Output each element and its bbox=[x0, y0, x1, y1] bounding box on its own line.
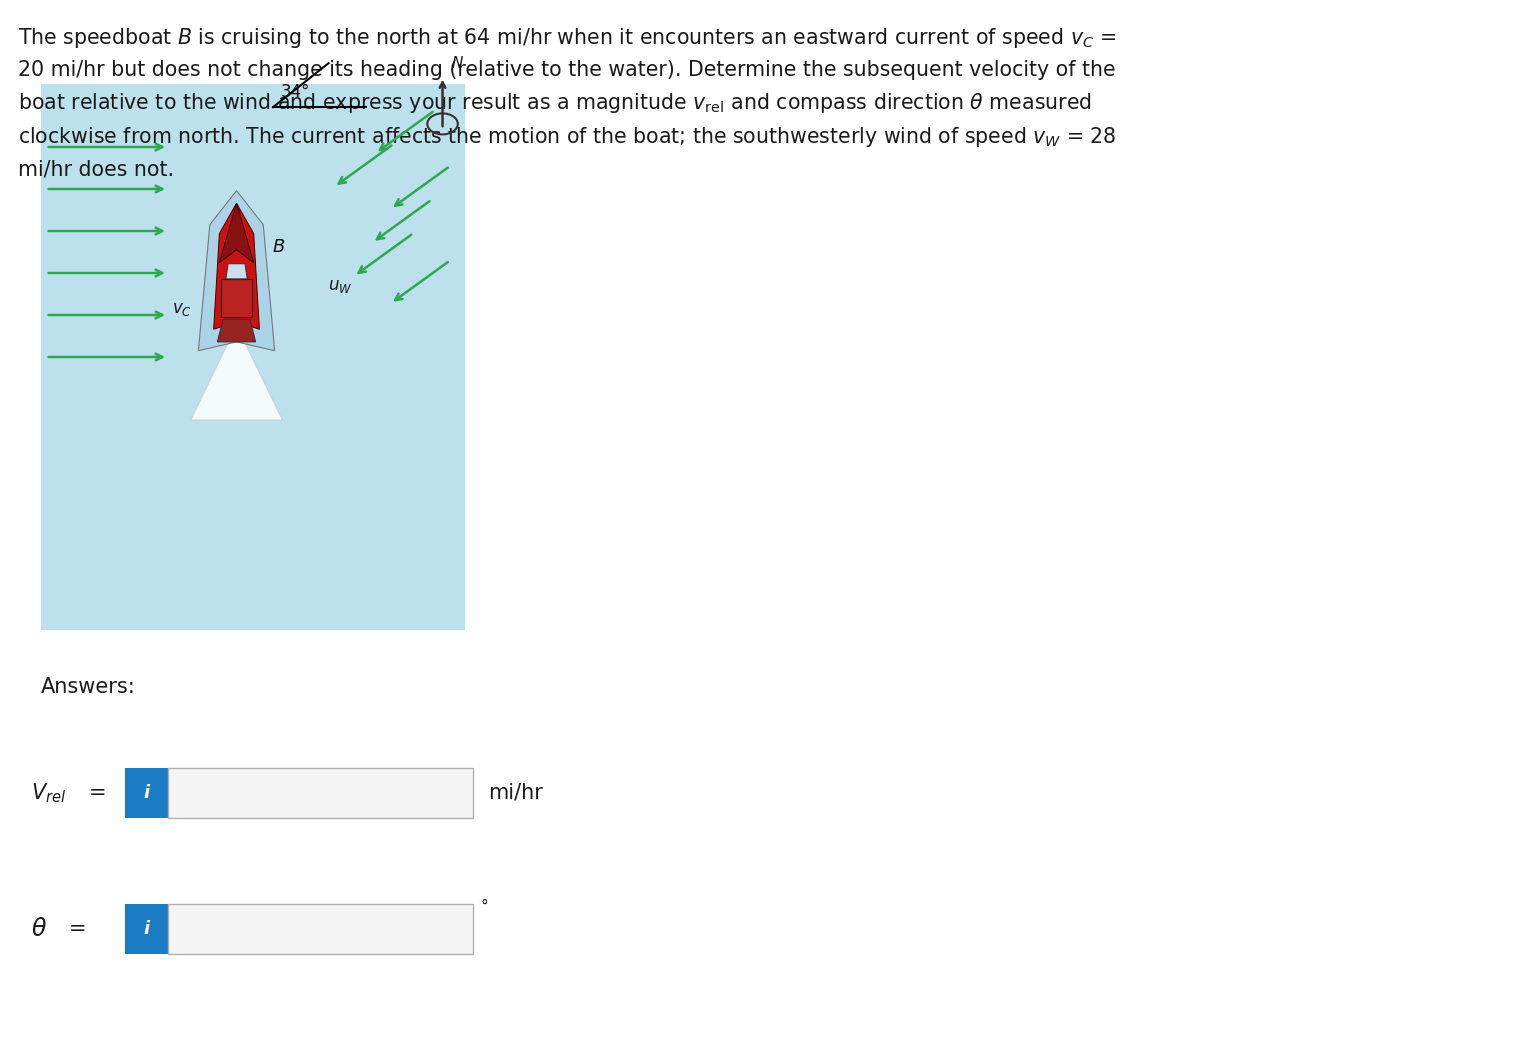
Text: mi/hr: mi/hr bbox=[488, 782, 543, 803]
Text: =: = bbox=[89, 782, 107, 803]
Polygon shape bbox=[226, 264, 247, 279]
Text: $V_{rel}$: $V_{rel}$ bbox=[31, 781, 66, 804]
FancyBboxPatch shape bbox=[125, 904, 168, 954]
Text: 34°: 34° bbox=[281, 83, 310, 101]
Polygon shape bbox=[217, 319, 256, 342]
Polygon shape bbox=[214, 204, 259, 330]
Bar bbox=[41, 84, 465, 630]
Text: $u_W$: $u_W$ bbox=[328, 276, 353, 295]
Text: Answers:: Answers: bbox=[41, 677, 136, 697]
Text: $B$: $B$ bbox=[272, 237, 285, 256]
Polygon shape bbox=[198, 191, 275, 351]
FancyBboxPatch shape bbox=[125, 768, 168, 818]
Polygon shape bbox=[220, 204, 253, 262]
Text: °: ° bbox=[481, 899, 488, 914]
Text: =: = bbox=[69, 919, 87, 940]
Text: The speedboat $\it{B}$ is cruising to the north at 64 mi/hr when it encounters a: The speedboat $\it{B}$ is cruising to th… bbox=[18, 26, 1117, 180]
Text: i: i bbox=[143, 783, 150, 802]
Text: N: N bbox=[452, 57, 462, 71]
FancyBboxPatch shape bbox=[168, 768, 473, 818]
Text: $\theta$: $\theta$ bbox=[31, 918, 46, 941]
Polygon shape bbox=[191, 326, 282, 420]
Polygon shape bbox=[221, 279, 252, 317]
Text: $v_C$: $v_C$ bbox=[172, 299, 192, 318]
Text: i: i bbox=[143, 920, 150, 939]
FancyBboxPatch shape bbox=[168, 904, 473, 954]
